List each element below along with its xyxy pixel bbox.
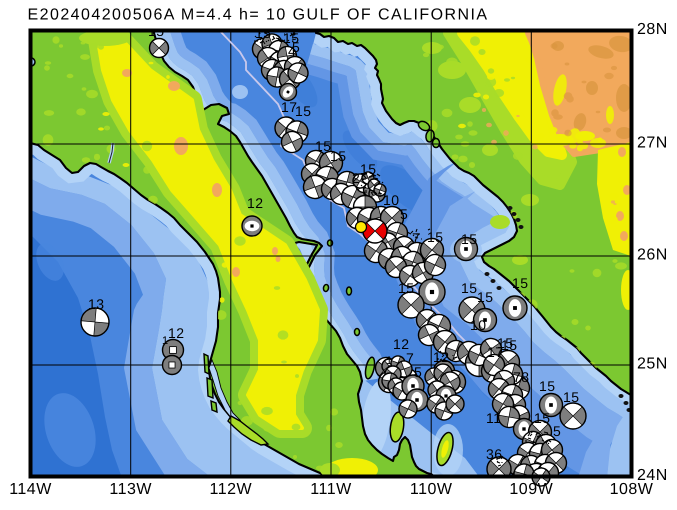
- svg-text:2: 2: [352, 170, 360, 186]
- svg-text:5: 5: [414, 364, 422, 380]
- svg-text:15: 15: [315, 138, 332, 154]
- svg-text:27N: 27N: [637, 134, 668, 151]
- svg-text:113W: 113W: [109, 481, 152, 498]
- svg-text:11: 11: [486, 410, 502, 426]
- svg-text:5: 5: [400, 206, 408, 222]
- svg-text:15: 15: [148, 23, 165, 39]
- svg-text:5: 5: [553, 423, 561, 439]
- svg-text:110W: 110W: [410, 481, 453, 498]
- svg-text:111W: 111W: [310, 481, 352, 498]
- svg-text:15: 15: [255, 25, 272, 41]
- svg-text:7: 7: [406, 350, 414, 366]
- svg-text:36: 36: [486, 446, 503, 462]
- svg-text:15: 15: [461, 280, 478, 296]
- svg-text:13: 13: [88, 296, 105, 312]
- svg-text:E202404200506A M=4.4 h= 10 GUL: E202404200506A M=4.4 h= 10 GULF OF CALIF…: [28, 7, 489, 24]
- svg-text:15: 15: [501, 337, 518, 353]
- svg-text:15: 15: [427, 229, 444, 245]
- svg-text:112W: 112W: [209, 481, 252, 498]
- svg-text:109W: 109W: [509, 481, 553, 498]
- svg-text:15: 15: [268, 18, 285, 34]
- svg-text:15: 15: [295, 103, 312, 119]
- svg-text:15: 15: [330, 148, 347, 164]
- svg-text:12: 12: [168, 325, 185, 341]
- svg-text:1: 1: [386, 355, 393, 367]
- svg-text:5: 5: [292, 39, 300, 55]
- svg-text:15: 15: [477, 289, 494, 305]
- svg-text:17: 17: [281, 99, 298, 115]
- svg-text:15: 15: [534, 410, 551, 426]
- svg-text:15: 15: [360, 161, 377, 177]
- svg-text:1: 1: [162, 335, 169, 347]
- svg-text:12: 12: [433, 349, 450, 365]
- svg-text:15: 15: [283, 30, 300, 46]
- svg-text:78: 78: [513, 369, 530, 385]
- svg-text:114W: 114W: [9, 481, 52, 498]
- svg-text:10: 10: [470, 317, 487, 333]
- svg-text:26N: 26N: [637, 246, 668, 263]
- svg-text:12: 12: [393, 336, 410, 352]
- svg-text:7: 7: [412, 230, 420, 246]
- svg-text:10: 10: [383, 192, 400, 208]
- svg-text:15: 15: [497, 335, 514, 351]
- svg-text:15: 15: [461, 231, 478, 247]
- svg-text:28N: 28N: [637, 21, 668, 38]
- svg-text:25N: 25N: [637, 355, 668, 372]
- svg-text:108W: 108W: [610, 481, 654, 498]
- svg-text:17: 17: [487, 344, 504, 360]
- svg-text:15: 15: [512, 275, 529, 291]
- svg-text:15: 15: [539, 378, 556, 394]
- svg-text:15: 15: [563, 389, 580, 405]
- svg-text:24N: 24N: [637, 467, 668, 484]
- svg-text:15: 15: [398, 280, 415, 296]
- svg-text:12: 12: [247, 195, 264, 211]
- svg-text:4: 4: [288, 43, 296, 59]
